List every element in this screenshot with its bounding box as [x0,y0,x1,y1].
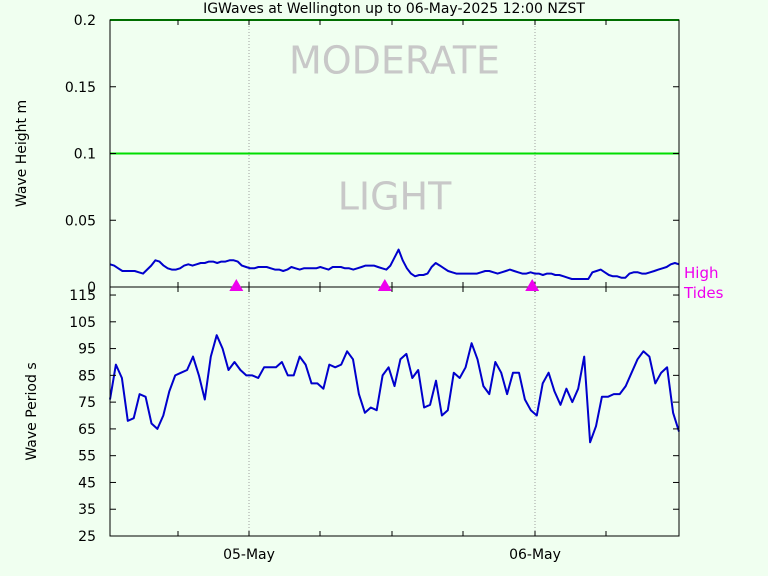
y-tick-label-1-8: 105 [69,315,96,331]
high-tide-marker-1 [377,279,392,291]
y-tick-label-1-4: 65 [78,422,96,438]
zone-label-moderate: MODERATE [289,38,500,82]
zone-label-light: LIGHT [338,175,452,219]
y-tick-label-1-1: 35 [78,502,96,518]
high-tide-marker-0 [229,279,244,291]
y-tick-label-0-2: 0.1 [74,147,96,163]
grid-lines [248,20,536,536]
high-tide-marker-2 [525,279,540,291]
y-tick-label-0-4: 0.2 [74,13,96,29]
y-tick-label-0-1: 0.05 [65,213,96,229]
y-tick-label-1-3: 55 [78,449,96,465]
plot-frame-1 [109,286,680,537]
y-tick-label-1-6: 85 [78,368,96,384]
y-tick-label-1-5: 75 [78,395,96,411]
zone-labels: MODERATE LIGHT [289,38,500,218]
axis-labels: 0 0.05 0.1 0.15 0.2 Wave Height m 25 35 45 55 65 75… [14,13,679,563]
high-tides-label-line1: High [684,264,718,282]
y-tick-label-1-0: 25 [78,529,96,545]
high-tides-label-line2: Tides [683,284,724,302]
y-tick-label-1-9: 115 [69,288,96,304]
y-tick-label-0-3: 0.15 [65,80,96,96]
wave-height-line [109,248,680,280]
y-axis-label-1: Wave Period s [24,362,40,460]
y-tick-label-0-0: 0 [87,280,96,296]
x-tick-label-1: 06-May [509,547,561,563]
wave-period-line [109,334,680,444]
high-tide-markers [229,279,540,291]
chart-title: IGWaves at Wellington up to 06-May-2025 … [203,1,585,17]
y-tick-label-1-2: 45 [78,475,96,491]
y-tick-label-1-7: 95 [78,342,96,358]
data-series [109,248,680,444]
x-tick-label-0: 05-May [223,547,275,563]
y-axis-label-0: Wave Height m [14,100,30,207]
